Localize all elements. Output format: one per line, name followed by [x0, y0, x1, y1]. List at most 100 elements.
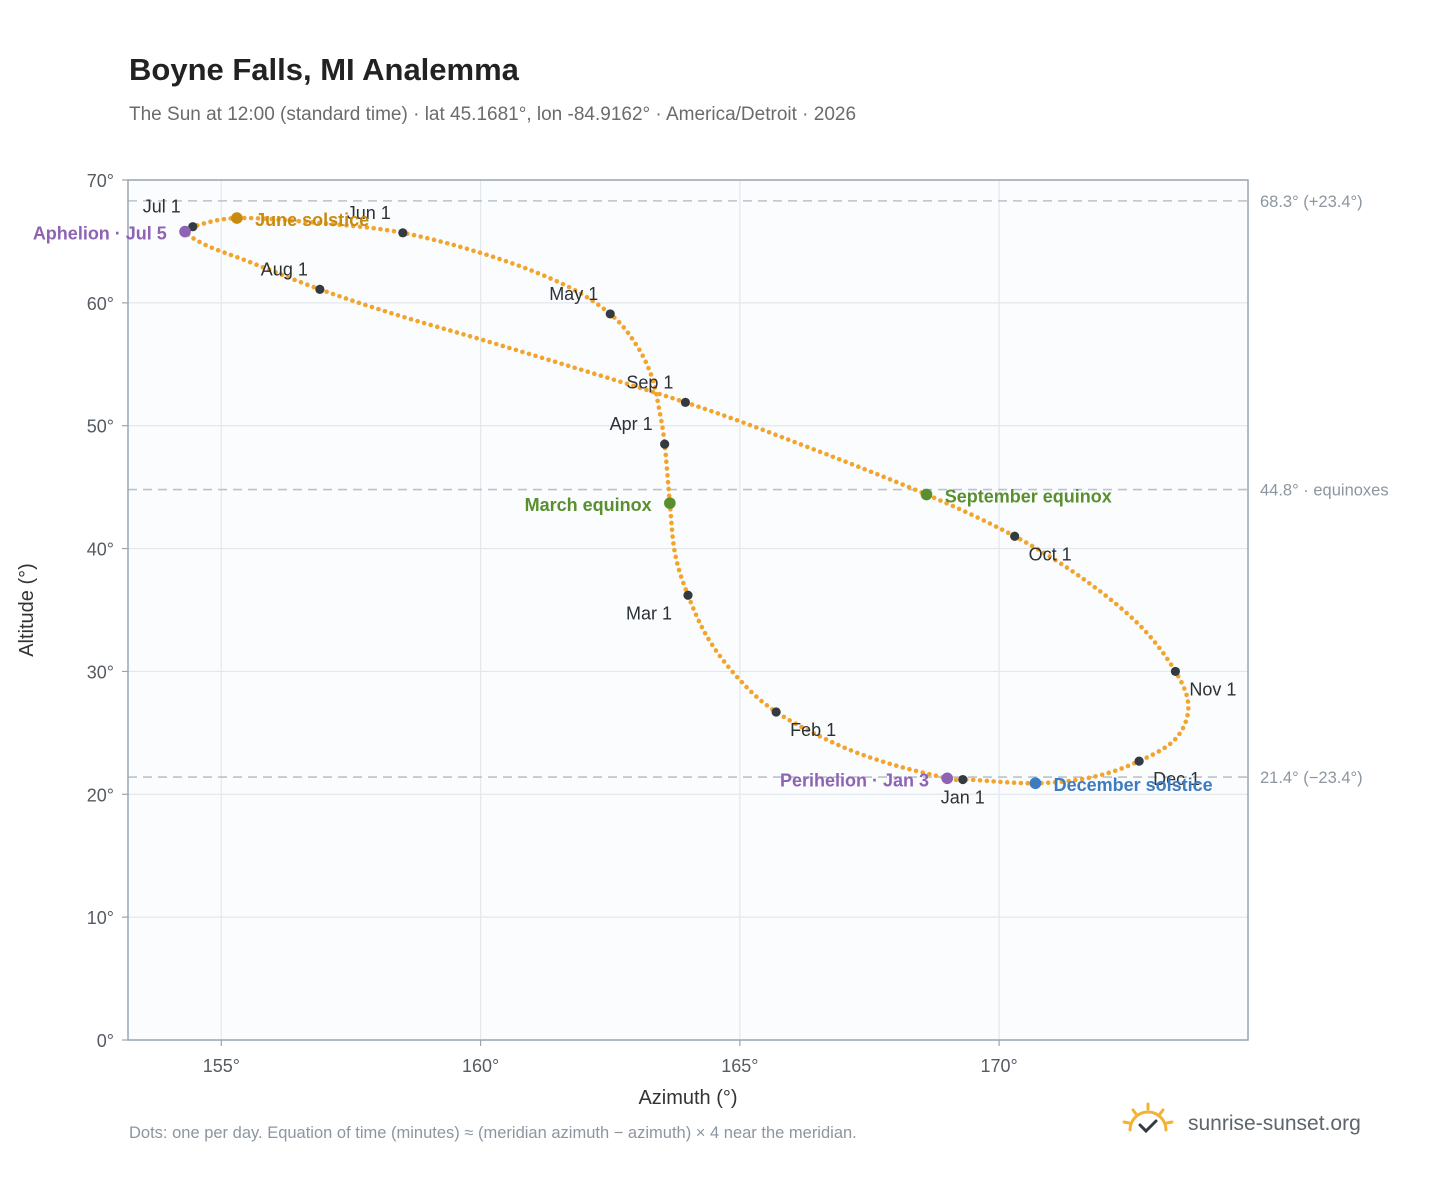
daily-dot [696, 618, 702, 624]
daily-dot [1064, 565, 1070, 570]
daily-dot [938, 498, 943, 503]
daily-dot [683, 587, 689, 592]
daily-dot [1081, 576, 1087, 582]
daily-dot [631, 383, 636, 389]
daily-dot [773, 432, 778, 438]
daily-dot [1092, 585, 1098, 590]
daily-dot [655, 398, 660, 404]
daily-dot [526, 351, 532, 357]
chart-subtitle: The Sun at 12:00 (standard time) · lat 4… [129, 104, 857, 125]
daily-dot [659, 418, 664, 424]
daily-dot [1172, 736, 1178, 742]
event-marker [664, 497, 676, 509]
daily-dot [1139, 624, 1144, 630]
daily-dot [785, 437, 791, 442]
daily-dot [350, 298, 355, 303]
daily-dot [781, 714, 787, 720]
daily-dot [1041, 550, 1047, 556]
daily-dot [811, 447, 817, 452]
daily-dot [671, 541, 676, 546]
reference-line-label: 44.8° · equinoxes [1260, 482, 1389, 500]
daily-dot [241, 257, 247, 263]
month-marker-label: Oct 1 [1029, 544, 1072, 564]
y-tick-label: 0° [97, 1031, 114, 1051]
daily-dot [894, 479, 899, 485]
daily-dot [644, 387, 649, 393]
daily-dot [298, 279, 304, 285]
daily-dot [1070, 569, 1075, 574]
daily-dot [255, 216, 261, 221]
daily-dot [1112, 768, 1118, 774]
daily-dot [663, 452, 669, 458]
daily-dot [402, 314, 407, 320]
daily-dot [1035, 547, 1041, 552]
daily-dot [670, 534, 675, 539]
month-marker [1170, 666, 1181, 677]
daily-dot [1185, 712, 1190, 718]
daily-dot [529, 268, 534, 273]
daily-dot [1184, 692, 1189, 698]
daily-dot [487, 339, 493, 345]
month-marker [605, 309, 615, 319]
daily-dot [273, 270, 278, 275]
daily-dot [953, 777, 959, 783]
daily-dot [254, 262, 259, 268]
daily-dot [1103, 593, 1108, 598]
daily-dot [666, 486, 671, 492]
daily-dot [962, 509, 968, 515]
daily-dot [1066, 778, 1071, 784]
event-label: September equinox [945, 487, 1112, 507]
daily-dot [444, 240, 450, 246]
daily-dot [516, 263, 522, 269]
daily-dot [637, 385, 643, 391]
daily-dot [1119, 606, 1124, 611]
daily-dot [739, 679, 745, 685]
month-marker [683, 590, 693, 600]
x-axis-label: Azimuth (°) [638, 1087, 737, 1109]
daily-dot [522, 265, 528, 271]
daily-dot [643, 359, 649, 365]
daily-dot [817, 734, 823, 739]
daily-dot [640, 353, 646, 359]
daily-dot [1079, 776, 1085, 782]
month-marker-label: Apr 1 [610, 414, 653, 434]
daily-dot [552, 359, 558, 365]
daily-dot [1124, 610, 1129, 616]
month-marker [1010, 531, 1020, 541]
daily-dot [471, 248, 476, 254]
brand-logo[interactable]: sunrise-sunset.org [1122, 1102, 1361, 1144]
daily-dot [1052, 780, 1058, 785]
daily-dot [1087, 580, 1092, 586]
daily-dot [862, 466, 867, 472]
daily-dot [669, 520, 674, 526]
daily-dot [554, 278, 560, 284]
daily-dot [1186, 706, 1191, 711]
y-tick-label: 60° [87, 294, 114, 314]
daily-dot [652, 385, 658, 390]
daily-dot [693, 612, 699, 618]
daily-dot [1097, 589, 1103, 594]
daily-dot [706, 636, 711, 642]
daily-dot [699, 624, 705, 630]
daily-dot [668, 513, 674, 519]
daily-dot [337, 293, 342, 299]
daily-dot [625, 330, 631, 336]
daily-dot [484, 252, 489, 258]
daily-dot [428, 322, 433, 328]
daily-dot [344, 223, 349, 228]
month-marker [660, 439, 670, 449]
daily-dot [734, 674, 740, 680]
daily-dot [1017, 536, 1023, 542]
daily-dot [541, 273, 547, 279]
daily-dot [1177, 731, 1182, 737]
daily-dot [408, 316, 414, 322]
daily-dot [474, 335, 479, 341]
daily-dot [969, 512, 974, 517]
daily-dot [242, 215, 247, 221]
daily-dot [201, 221, 207, 226]
daily-dot [454, 330, 460, 335]
daily-dot [875, 471, 880, 477]
daily-dot [977, 778, 983, 783]
month-marker [771, 707, 781, 717]
daily-dot [726, 664, 731, 670]
